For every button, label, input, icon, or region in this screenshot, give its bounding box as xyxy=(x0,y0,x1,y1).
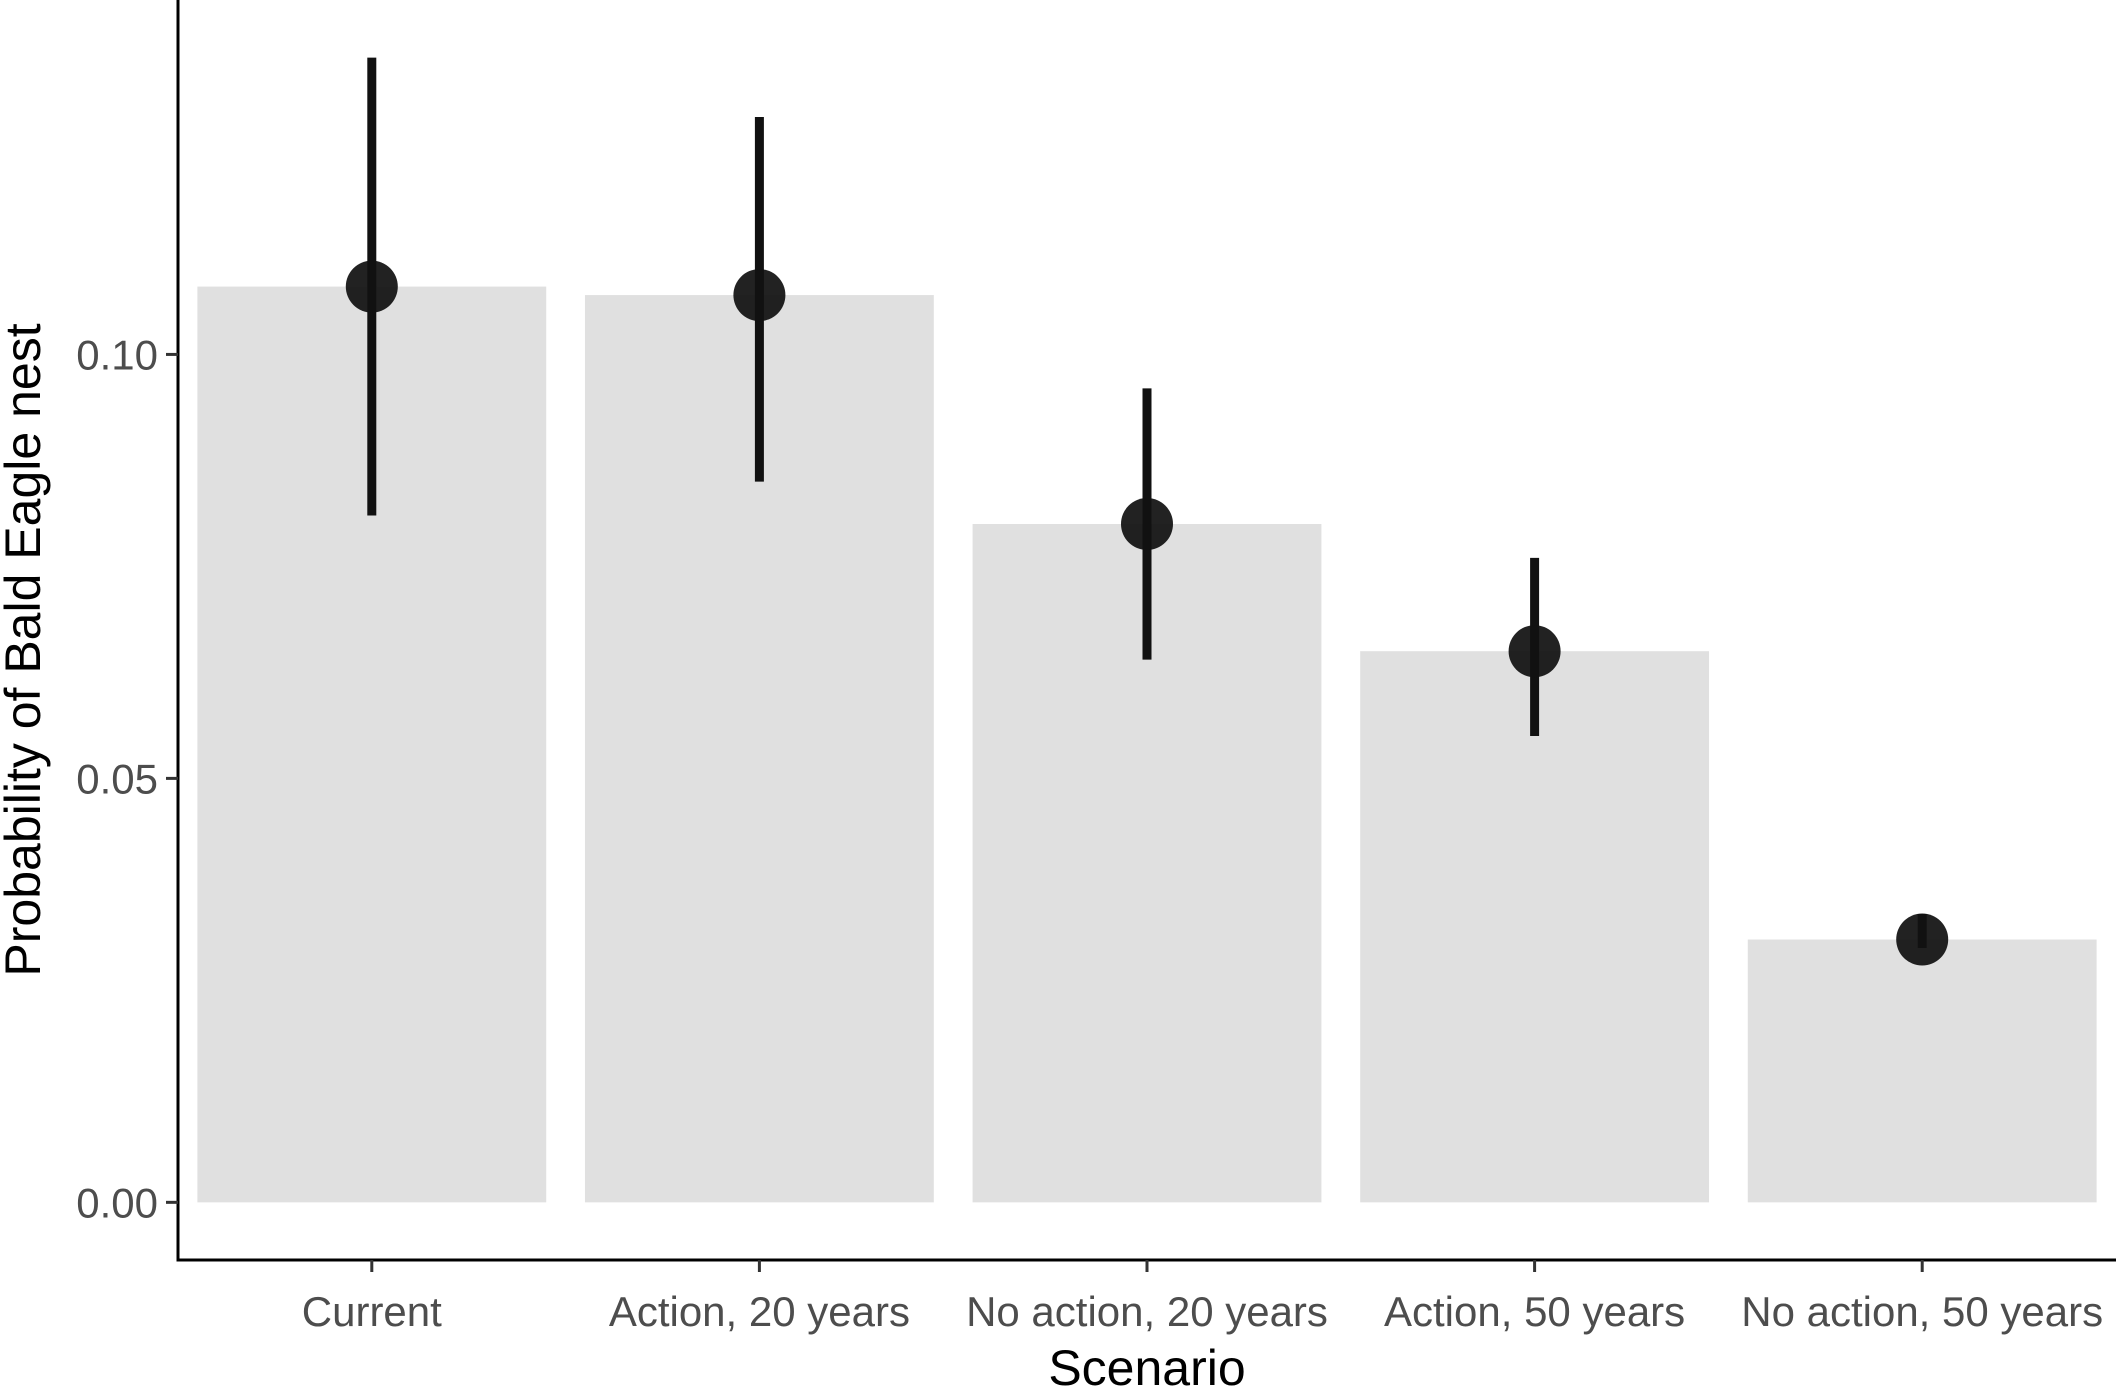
x-tick-label-0: Current xyxy=(302,1288,442,1335)
y-ticks-layer: 0.00 0.05 0.10 xyxy=(76,331,178,1226)
x-tick-label-2: No action, 20 years xyxy=(966,1288,1328,1335)
x-tick-label-1: Action, 20 years xyxy=(609,1288,910,1335)
bar-4 xyxy=(1747,939,2097,1203)
x-tick-label-3: Action, 50 years xyxy=(1384,1288,1685,1335)
y-axis-title: Probability of Bald Eagle nest xyxy=(0,323,51,976)
y-tick-label-2: 0.10 xyxy=(76,331,158,378)
point-2 xyxy=(1121,498,1173,551)
x-tick-label-4: No action, 50 years xyxy=(1741,1288,2103,1335)
point-4 xyxy=(1896,913,1949,966)
point-0 xyxy=(345,260,398,313)
bars-layer xyxy=(197,286,2097,1203)
y-tick-label-1: 0.05 xyxy=(76,755,158,802)
y-tick-label-0: 0.00 xyxy=(76,1179,158,1226)
x-ticks-layer: Current Action, 20 years No action, 20 yea… xyxy=(302,1260,2103,1335)
bar-3 xyxy=(1360,651,1710,1203)
point-1 xyxy=(733,269,786,322)
x-axis-title: Scenario xyxy=(1048,1340,1245,1389)
point-3 xyxy=(1508,625,1561,678)
points-layer xyxy=(345,260,1949,966)
